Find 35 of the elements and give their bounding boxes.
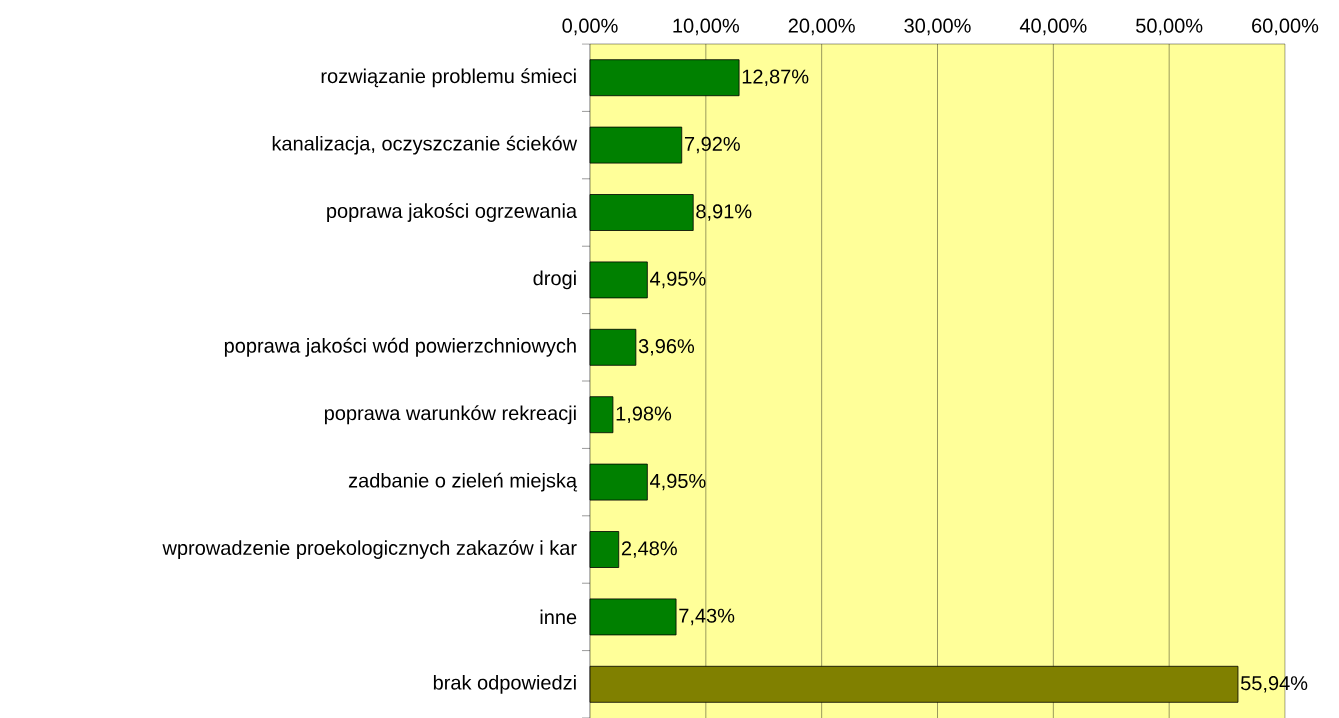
data-label: 7,43% — [679, 608, 735, 626]
x-tick-label: 30,00% — [904, 18, 971, 36]
data-label: 55,94% — [1240, 676, 1308, 693]
data-label: 3,96% — [638, 339, 695, 356]
data-label: 4,95% — [649, 473, 706, 491]
bar — [589, 126, 683, 164]
data-label: 1,98% — [616, 406, 672, 423]
y-tick-label: wprowadzenie proekologicznych zakazów i kar — [162, 540, 577, 559]
bar — [589, 261, 648, 299]
y-tick-label: brak odpowiedzi — [433, 674, 576, 694]
data-label: 2,48% — [621, 541, 677, 558]
x-tick-label: 0,00% — [562, 18, 618, 36]
x-tick-label: 10,00% — [673, 18, 740, 36]
data-label: 12,87% — [742, 69, 809, 86]
bar — [589, 598, 677, 636]
data-label: 8,91% — [696, 204, 752, 221]
bar — [589, 328, 637, 366]
x-tick-label: 60,00% — [1252, 18, 1319, 36]
y-tick-label: rozwiązanie problemu śmieci — [321, 68, 576, 88]
bar — [589, 396, 614, 434]
y-tick-label: drogi — [533, 270, 576, 290]
y-tick-label: zadbanie o zieleń miejską — [348, 472, 578, 492]
bar — [589, 194, 694, 231]
bar — [589, 463, 648, 501]
x-tick-label: 50,00% — [1136, 18, 1203, 36]
y-tick-label: poprawa jakości ogrzewania — [327, 203, 578, 222]
bar — [589, 531, 620, 568]
x-tick-label: 40,00% — [1019, 18, 1087, 36]
y-tick-label: kanalizacja, oczyszczanie ścieków — [272, 135, 578, 155]
data-label: 4,95% — [649, 271, 706, 289]
data-label: 7,92% — [684, 136, 740, 154]
y-tick-label: inne — [540, 609, 577, 625]
x-tick-label: 20,00% — [788, 18, 855, 36]
y-tick-label: poprawa jakości wód powierzchniowych — [224, 337, 576, 357]
y-tick-label: poprawa warunków rekreacji — [324, 405, 576, 425]
